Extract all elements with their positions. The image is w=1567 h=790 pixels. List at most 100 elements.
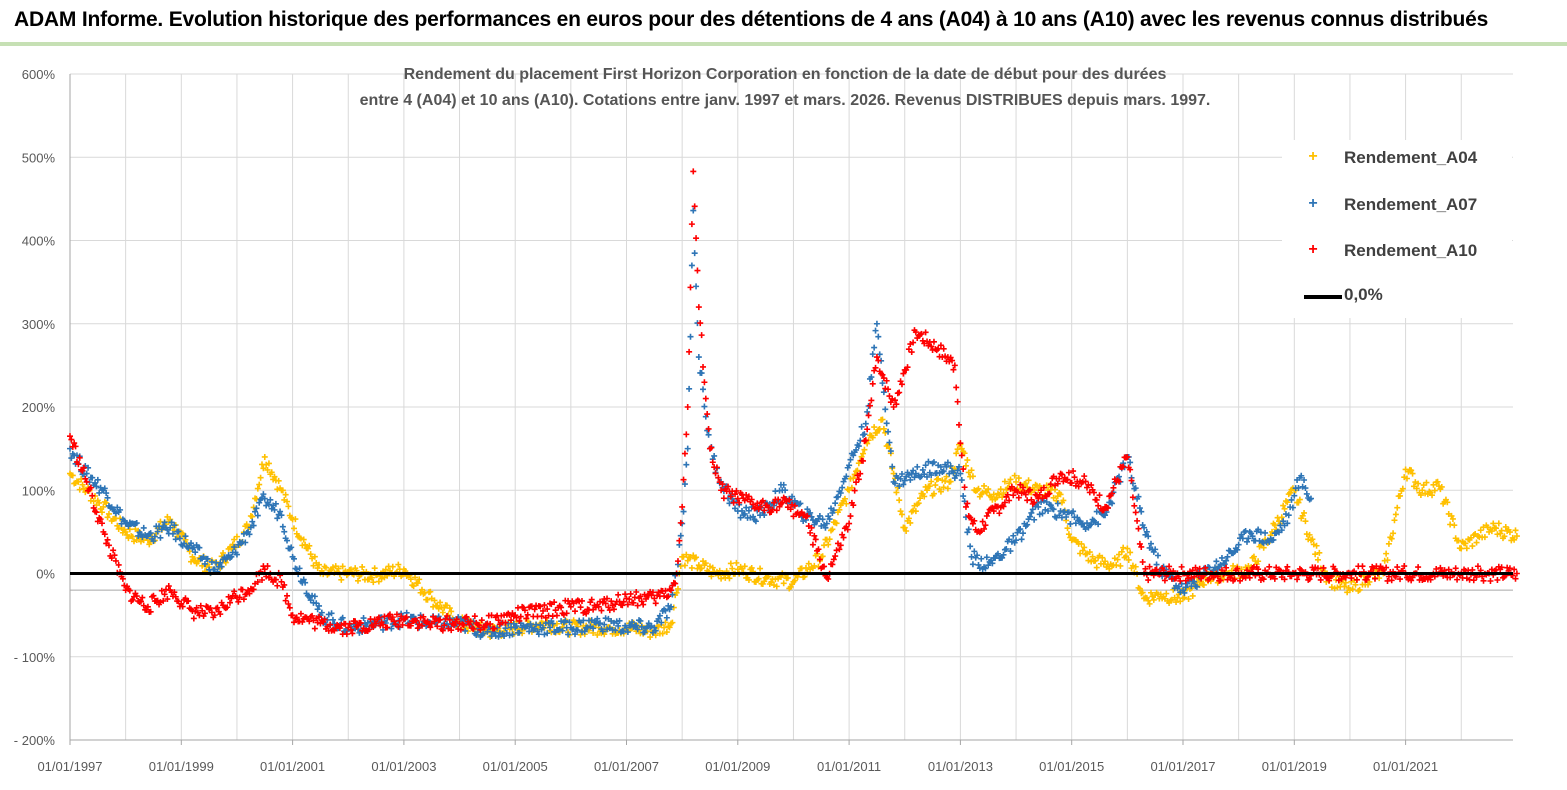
data-point-fill [1129, 494, 1136, 501]
data-point-fill [1078, 479, 1085, 486]
data-point [261, 453, 268, 460]
legend-label-a10: Rendement_A10 [1344, 241, 1478, 260]
data-point [261, 566, 268, 573]
y-tick-label: - 100% [14, 650, 56, 665]
data-point-fill [759, 497, 766, 504]
data-point-fill [769, 506, 776, 513]
x-tick-label: 01/01/2017 [1150, 759, 1215, 774]
data-point-fill [126, 587, 133, 594]
data-point-fill [981, 482, 988, 489]
data-point-fill [208, 558, 215, 565]
data-point-fill [861, 438, 868, 445]
data-point-fill [954, 467, 961, 474]
data-point-fill [1301, 477, 1308, 484]
data-point-fill [693, 554, 700, 561]
data-point-fill [677, 519, 684, 526]
data-point-fill [599, 628, 606, 635]
data-point-fill [327, 621, 334, 628]
data-point-fill [885, 428, 892, 435]
data-point-fill [1067, 520, 1074, 527]
data-point-fill [757, 565, 764, 572]
data-point-fill [805, 560, 812, 567]
data-point-fill [418, 586, 425, 593]
data-point-fill [1060, 497, 1067, 504]
data-point-fill [602, 600, 609, 607]
data-point-fill [869, 434, 876, 441]
data-point-fill [971, 517, 978, 524]
data-point-fill [1249, 533, 1256, 540]
data-point-fill [1177, 577, 1184, 584]
data-point-fill [1102, 558, 1109, 565]
data-point-fill [1223, 557, 1230, 564]
data-point-fill [407, 622, 414, 629]
data-point-fill [201, 560, 208, 567]
data-point-fill [834, 493, 841, 500]
data-point-fill [841, 495, 848, 502]
data-point-fill [732, 505, 739, 512]
data-point-fill [93, 483, 100, 490]
data-point-fill [446, 616, 453, 623]
data-point-fill [300, 536, 307, 543]
data-point-fill [908, 470, 915, 477]
data-point-fill [837, 490, 844, 496]
data-point-fill [1295, 499, 1302, 506]
data-point-fill [857, 470, 864, 477]
data-point-fill [1266, 538, 1273, 545]
data-point-fill [725, 483, 732, 490]
data-point-fill [719, 481, 726, 488]
data-point-fill [439, 609, 446, 616]
data-point-fill [672, 580, 679, 587]
data-point-fill [1018, 536, 1025, 543]
data-point-fill [1047, 502, 1054, 509]
y-tick-label: 500% [22, 150, 56, 165]
data-point-fill [1086, 549, 1093, 556]
data-point-fill [104, 536, 111, 543]
data-point-fill [624, 629, 631, 636]
data-point-fill [900, 524, 907, 531]
data-point-fill [97, 505, 104, 512]
data-point-fill [637, 617, 644, 624]
data-point-fill [907, 476, 914, 483]
data-point-fill [311, 593, 318, 600]
data-point-fill [1139, 559, 1146, 566]
data-point-fill [1003, 546, 1010, 553]
data-point-fill [1349, 586, 1356, 593]
data-point-fill [140, 524, 147, 531]
data-point-fill [901, 477, 908, 484]
data-point-fill [826, 516, 833, 523]
data-point-fill [495, 633, 502, 640]
data-point-fill [687, 333, 694, 340]
data-point-fill [989, 560, 996, 567]
data-point-fill [157, 534, 164, 541]
data-point-fill [118, 520, 125, 527]
data-point-fill [1056, 489, 1063, 496]
data-point-fill [1394, 504, 1401, 511]
data-point-fill [471, 613, 478, 620]
data-point-fill [879, 380, 886, 387]
data-point-fill [1004, 491, 1011, 498]
data-point-fill [627, 590, 634, 597]
data-point [734, 495, 741, 502]
data-point-fill [140, 602, 147, 609]
data-point-fill [681, 450, 688, 457]
data-point-fill [825, 576, 832, 583]
data-point-fill [622, 591, 629, 598]
data-point-fill [169, 530, 176, 537]
data-point-fill [104, 514, 111, 521]
grid-layer [70, 73, 1513, 741]
data-point-fill [702, 395, 709, 402]
data-point-fill [171, 589, 178, 596]
data-point-fill [1026, 513, 1033, 520]
data-point-fill [1000, 503, 1007, 510]
data-point-fill [1237, 577, 1244, 584]
data-point-fill [1390, 530, 1397, 537]
data-point-fill [978, 555, 985, 562]
data-point-fill [114, 522, 121, 529]
data-point [846, 520, 853, 527]
data-point-fill [821, 563, 828, 570]
data-point-fill [620, 598, 627, 605]
data-point-fill [733, 559, 740, 566]
data-point-fill [953, 472, 960, 479]
data-point-fill [1287, 489, 1294, 496]
data-point-fill [1488, 528, 1495, 535]
